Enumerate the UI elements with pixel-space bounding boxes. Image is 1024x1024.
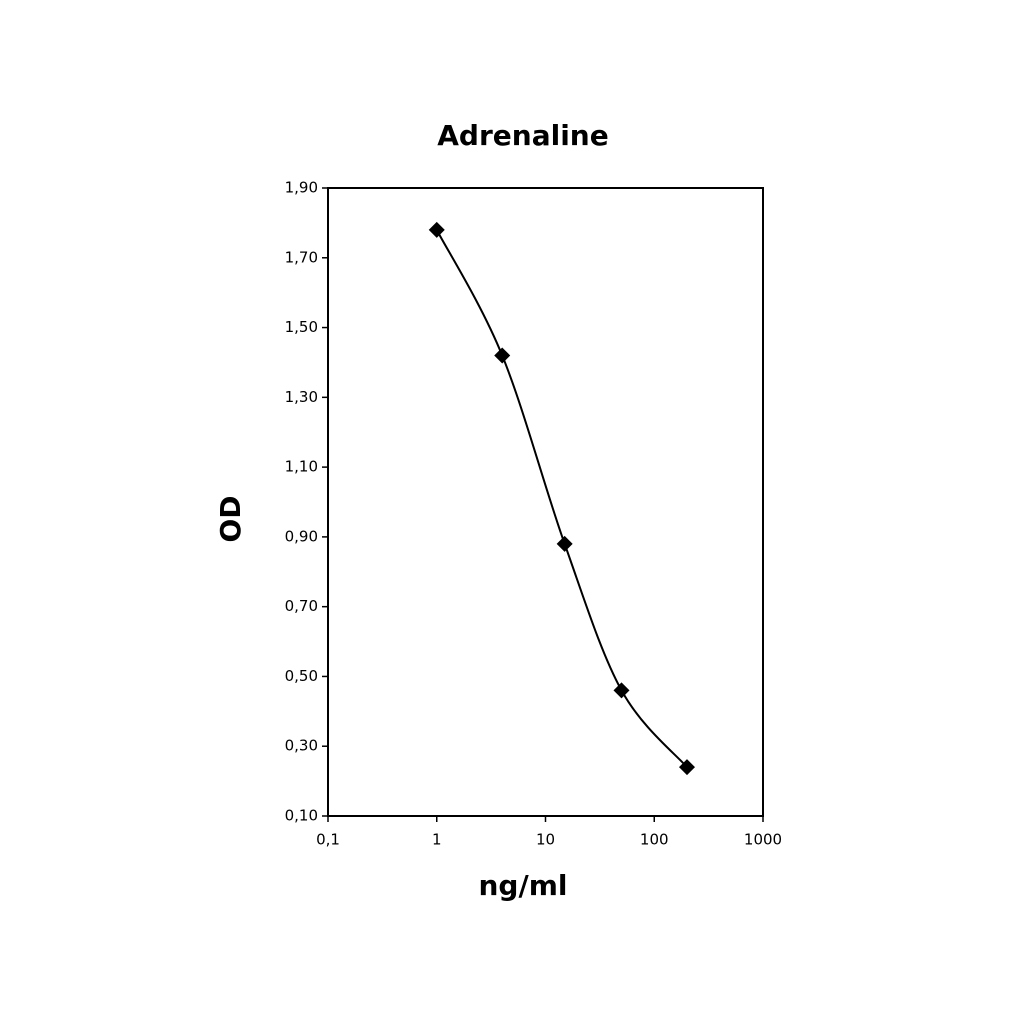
marker: [494, 347, 511, 364]
x-tick-label: 1000: [744, 831, 782, 849]
y-tick-label: 0,10: [285, 807, 318, 825]
y-tick-label: 0,70: [285, 597, 318, 615]
x-axis-label: ng/ml: [479, 869, 568, 902]
y-tick-label: 1,30: [285, 388, 318, 406]
y-tick-label: 1,50: [285, 318, 318, 336]
y-tick-label: 1,90: [285, 179, 318, 197]
x-tick-label: 100: [640, 831, 669, 849]
chart-title: Adrenaline: [437, 119, 608, 152]
y-tick-label: 1,10: [285, 458, 318, 476]
y-axis-label: OD: [214, 495, 247, 542]
x-tick-label: 0,1: [316, 831, 340, 849]
y-tick-label: 1,70: [285, 248, 318, 266]
y-tick-label: 0,90: [285, 527, 318, 545]
x-tick-label: 1: [432, 831, 442, 849]
y-tick-label: 0,30: [285, 737, 318, 755]
marker: [428, 221, 445, 238]
marker: [613, 682, 630, 699]
y-tick-label: 0,50: [285, 667, 318, 685]
x-tick-label: 10: [536, 831, 555, 849]
marker: [556, 535, 573, 552]
marker: [678, 759, 695, 776]
